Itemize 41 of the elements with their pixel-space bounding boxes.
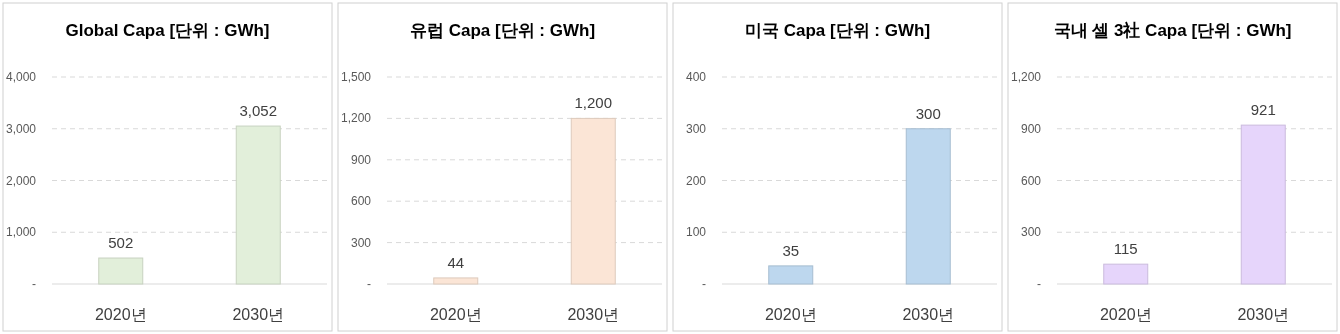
y-tick-label: 200 (685, 173, 707, 188)
y-tick-label: 300 (1020, 225, 1042, 240)
data-label: 502 (108, 234, 134, 252)
y-tick-label: 1,200 (1010, 70, 1042, 84)
y-tick-label: 4,000 (5, 70, 37, 84)
chart-title: 유럽 Capa [단위 : GWh] (409, 21, 596, 40)
y-tick-label: 600 (350, 194, 372, 209)
y-tick-label: - (32, 277, 36, 291)
y-tick-label: 600 (1020, 173, 1042, 188)
y-tick-label: - (702, 277, 706, 291)
y-tick-label: 400 (685, 70, 707, 84)
y-tick-label: 900 (350, 152, 372, 167)
y-tick-label: - (367, 277, 371, 291)
y-tick-label: 2,000 (5, 173, 37, 188)
data-label: 115 (1113, 240, 1138, 258)
y-tick-label: 3,000 (5, 121, 37, 136)
y-tick-label: 900 (1020, 121, 1042, 136)
y-tick-label: 100 (685, 225, 707, 240)
chart-title: 미국 Capa [단위 : GWh] (744, 21, 931, 40)
x-tick-label: 2020년 (94, 306, 147, 323)
y-tick-label: 1,500 (340, 70, 372, 84)
y-tick-label: 300 (685, 121, 707, 136)
y-tick-label: 1,200 (340, 111, 372, 126)
x-tick-label: 2020년 (764, 306, 817, 323)
y-tick-label: - (1037, 277, 1041, 291)
data-label: 300 (915, 104, 941, 122)
data-label: 35 (782, 241, 800, 259)
y-tick-label: 1,000 (5, 225, 37, 240)
x-tick-label: 2020년 (429, 306, 482, 323)
y-tick-label: 300 (350, 235, 372, 250)
x-tick-label: 2020년 (1099, 306, 1152, 323)
chart-title: Global Capa [단위 : GWh] (65, 21, 270, 40)
data-label: 921 (1250, 101, 1276, 119)
x-tick-label: 2030년 (567, 306, 620, 323)
x-tick-label: 2030년 (902, 306, 955, 323)
data-label: 3,052 (239, 102, 278, 120)
data-label: 1,200 (574, 94, 613, 112)
x-tick-label: 2030년 (1237, 306, 1290, 323)
chart-title: 국내 셀 3社 Capa [단위 : GWh] (1053, 21, 1292, 40)
x-tick-label: 2030년 (232, 306, 285, 323)
data-label: 44 (447, 253, 465, 271)
